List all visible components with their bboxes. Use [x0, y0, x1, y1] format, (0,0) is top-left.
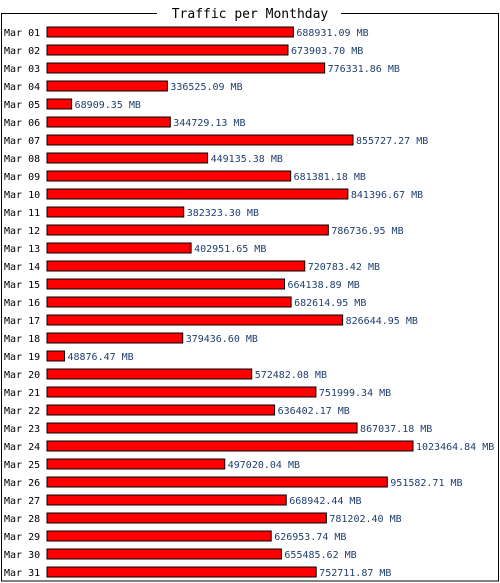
day-label: Mar 19 [4, 352, 40, 363]
day-label: Mar 23 [4, 424, 40, 435]
day-label: Mar 31 [4, 568, 40, 579]
day-label: Mar 21 [4, 388, 40, 399]
value-label: 497020.04 MB [228, 460, 300, 471]
value-label: 826644.95 MB [346, 316, 418, 327]
day-label: Mar 30 [4, 550, 40, 561]
traffic-bar [46, 80, 168, 92]
value-label: 636402.17 MB [278, 406, 350, 417]
value-label: 841396.67 MB [351, 190, 423, 201]
traffic-bar [46, 26, 294, 38]
value-label: 668942.44 MB [289, 496, 361, 507]
value-label: 344729.13 MB [173, 118, 245, 129]
traffic-bar [46, 548, 282, 560]
day-label: Mar 18 [4, 334, 40, 345]
day-label: Mar 15 [4, 280, 40, 291]
value-label: 786736.95 MB [331, 226, 403, 237]
day-label: Mar 01 [4, 28, 40, 39]
day-label: Mar 22 [4, 406, 40, 417]
day-label: Mar 06 [4, 118, 40, 129]
value-label: 1023464.84 MB [416, 442, 494, 453]
day-label: Mar 08 [4, 154, 40, 165]
day-label: Mar 26 [4, 478, 40, 489]
value-label: 48876.47 MB [67, 352, 133, 363]
traffic-bar [46, 476, 388, 488]
value-label: 655485.62 MB [284, 550, 356, 561]
day-label: Mar 02 [4, 46, 40, 57]
traffic-bar [46, 368, 253, 380]
traffic-bar [46, 62, 326, 74]
traffic-bar [46, 116, 171, 128]
day-label: Mar 09 [4, 172, 40, 183]
traffic-bar [46, 170, 292, 182]
day-label: Mar 10 [4, 190, 40, 201]
title-background [157, 4, 341, 22]
traffic-bar [46, 440, 414, 452]
traffic-bar [46, 98, 73, 110]
value-label: 68909.35 MB [75, 100, 141, 111]
traffic-bar [46, 494, 287, 506]
value-label: 382323.30 MB [187, 208, 259, 219]
day-label: Mar 07 [4, 136, 40, 147]
bar-group: Mar 01 688931.09 MB Mar 02 673903.70 MB Mar … [4, 26, 494, 579]
day-label: Mar 28 [4, 514, 40, 525]
day-label: Mar 16 [4, 298, 40, 309]
traffic-bar [46, 512, 327, 524]
value-label: 572482.08 MB [255, 370, 327, 381]
traffic-bar [46, 566, 317, 578]
day-label: Mar 17 [4, 316, 40, 327]
day-label: Mar 29 [4, 532, 40, 543]
day-label: Mar 03 [4, 64, 40, 75]
value-label: 751999.34 MB [319, 388, 391, 399]
day-label: Mar 14 [4, 262, 40, 273]
value-label: 855727.27 MB [356, 136, 428, 147]
traffic-bar [46, 530, 272, 542]
value-label: 951582.71 MB [390, 478, 462, 489]
traffic-bar [46, 386, 317, 398]
traffic-bar [46, 296, 292, 308]
traffic-bar [46, 422, 358, 434]
value-label: 776331.86 MB [328, 64, 400, 75]
traffic-bar [46, 260, 306, 272]
traffic-bar [46, 188, 349, 200]
day-label: Mar 05 [4, 100, 40, 111]
value-label: 402951.65 MB [194, 244, 266, 255]
traffic-bar [46, 314, 344, 326]
traffic-bar [46, 134, 354, 146]
day-label: Mar 11 [4, 208, 40, 219]
value-label: 681381.18 MB [294, 172, 366, 183]
value-label: 626953.74 MB [274, 532, 346, 543]
chart-title: Traffic per Monthday [172, 7, 329, 22]
day-label: Mar 27 [4, 496, 40, 507]
traffic-bar [46, 404, 276, 416]
day-label: Mar 04 [4, 82, 40, 93]
value-label: 379436.60 MB [186, 334, 258, 345]
value-label: 688931.09 MB [296, 28, 368, 39]
day-label: Mar 13 [4, 244, 40, 255]
value-label: 336525.09 MB [170, 82, 242, 93]
value-label: 664138.89 MB [288, 280, 360, 291]
value-label: 673903.70 MB [291, 46, 363, 57]
day-label: Mar 25 [4, 460, 40, 471]
value-label: 781202.40 MB [329, 514, 401, 525]
traffic-bar [46, 206, 185, 218]
value-label: 720783.42 MB [308, 262, 380, 273]
traffic-bar [46, 44, 289, 56]
traffic-bar [46, 350, 65, 362]
traffic-bar [46, 152, 209, 164]
traffic-bar [46, 332, 184, 344]
traffic-bar [46, 278, 286, 290]
value-label: 449135.38 MB [211, 154, 283, 165]
value-label: 752711.87 MB [319, 568, 391, 579]
traffic-bar [46, 224, 329, 236]
day-label: Mar 20 [4, 370, 40, 381]
traffic-bar [46, 458, 226, 470]
traffic-bar [46, 242, 192, 254]
value-label: 682614.95 MB [294, 298, 366, 309]
day-label: Mar 12 [4, 226, 40, 237]
value-label: 867037.18 MB [360, 424, 432, 435]
day-label: Mar 24 [4, 442, 40, 453]
